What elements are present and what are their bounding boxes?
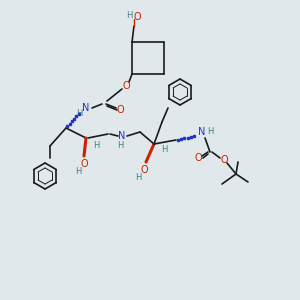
Text: H: H xyxy=(135,172,141,182)
Text: O: O xyxy=(122,81,130,91)
Text: O: O xyxy=(116,105,124,115)
Text: O: O xyxy=(133,12,141,22)
Text: H: H xyxy=(117,140,123,149)
Text: N: N xyxy=(82,103,90,113)
Text: N: N xyxy=(118,131,126,141)
Text: H: H xyxy=(126,11,132,20)
Text: O: O xyxy=(194,153,202,163)
Text: N: N xyxy=(198,127,206,137)
Text: H: H xyxy=(207,128,213,136)
Text: H: H xyxy=(75,167,81,176)
Text: H: H xyxy=(93,142,99,151)
Text: H: H xyxy=(161,146,167,154)
Text: O: O xyxy=(220,155,228,165)
Text: O: O xyxy=(140,165,148,175)
Text: O: O xyxy=(80,159,88,169)
Text: H: H xyxy=(76,110,82,118)
